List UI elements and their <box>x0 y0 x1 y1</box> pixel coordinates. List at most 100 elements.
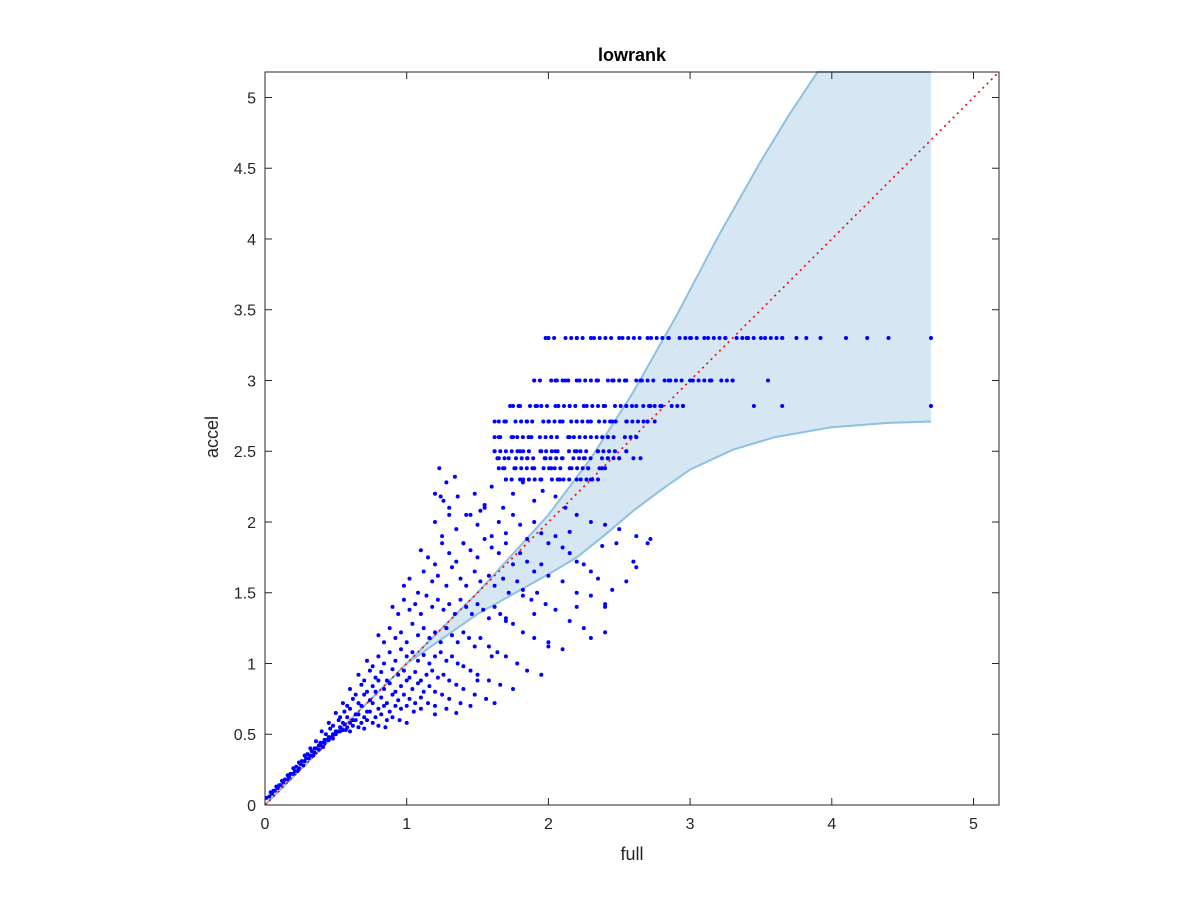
data-point <box>454 527 459 532</box>
data-point <box>645 541 650 546</box>
data-point <box>430 668 435 673</box>
data-point <box>384 718 389 723</box>
data-point <box>496 466 501 471</box>
data-point <box>590 404 595 408</box>
y-tick-label: 1.5 <box>234 586 256 603</box>
data-point <box>365 658 369 663</box>
data-point <box>600 456 604 461</box>
data-point <box>370 664 375 669</box>
data-point <box>580 466 585 471</box>
data-point <box>563 336 568 340</box>
data-point <box>440 692 445 697</box>
data-point <box>338 725 343 730</box>
data-point <box>518 551 523 556</box>
data-point <box>336 718 341 723</box>
data-point <box>559 456 564 461</box>
data-point <box>648 537 653 541</box>
data-point <box>530 419 535 424</box>
data-point <box>539 562 544 567</box>
data-point <box>427 661 432 666</box>
data-point <box>492 435 497 440</box>
data-point <box>602 419 607 424</box>
data-point <box>574 336 579 340</box>
data-point <box>645 336 650 340</box>
data-point <box>618 404 623 408</box>
data-point <box>424 672 429 677</box>
data-point <box>272 788 277 793</box>
data-point <box>433 689 437 694</box>
data-point <box>673 378 678 383</box>
data-point <box>447 678 452 683</box>
data-point <box>546 573 551 578</box>
data-point <box>532 612 537 616</box>
data-point <box>433 654 437 659</box>
data-point <box>427 684 432 689</box>
data-point <box>397 718 402 723</box>
data-point <box>447 602 452 607</box>
data-point <box>588 336 593 340</box>
data-point <box>567 449 571 454</box>
data-point <box>560 647 565 652</box>
data-point <box>521 477 526 482</box>
data-point <box>475 672 480 677</box>
data-point <box>362 715 367 720</box>
data-point <box>393 689 398 694</box>
data-point <box>511 687 515 691</box>
data-point <box>511 491 515 496</box>
data-point <box>489 534 494 539</box>
data-point <box>546 644 551 649</box>
data-point <box>447 551 452 556</box>
data-point <box>567 529 572 534</box>
data-point <box>560 545 565 550</box>
data-point <box>584 404 589 408</box>
data-point <box>407 675 412 680</box>
data-point <box>603 604 608 609</box>
data-point <box>611 456 616 461</box>
data-point <box>489 484 494 489</box>
data-point <box>574 512 579 517</box>
data-point <box>486 644 491 649</box>
data-point <box>638 456 643 461</box>
data-point <box>532 477 537 482</box>
data-point <box>578 477 583 482</box>
data-point <box>370 684 375 689</box>
data-point <box>342 709 347 714</box>
data-point <box>603 630 608 635</box>
data-point <box>645 419 650 424</box>
data-point <box>506 590 511 595</box>
data-point <box>323 732 328 737</box>
data-point <box>492 701 497 706</box>
data-point <box>421 626 426 631</box>
data-point <box>543 602 548 607</box>
data-point <box>546 541 551 546</box>
data-point <box>588 419 593 424</box>
data-point <box>804 336 809 340</box>
data-point <box>376 633 381 638</box>
data-point <box>865 336 870 340</box>
data-point <box>577 456 582 461</box>
data-point <box>475 602 480 607</box>
data-point <box>503 654 508 659</box>
data-point <box>399 684 403 689</box>
data-point <box>501 505 506 510</box>
data-point <box>281 780 286 785</box>
data-point <box>455 494 460 499</box>
data-point <box>520 587 525 592</box>
data-point <box>492 583 497 588</box>
data-point <box>553 404 558 408</box>
data-point <box>396 672 401 677</box>
data-point <box>503 477 508 482</box>
data-point <box>541 466 546 471</box>
x-tick-label: 2 <box>544 816 553 833</box>
data-point <box>427 636 432 640</box>
y-tick-label: 2.5 <box>234 444 256 461</box>
data-point <box>404 654 409 659</box>
data-point <box>740 336 745 340</box>
data-point <box>387 709 392 714</box>
data-point <box>546 419 551 424</box>
data-point <box>617 456 622 461</box>
data-point <box>711 336 716 340</box>
data-point <box>585 419 590 424</box>
data-point <box>746 336 750 340</box>
